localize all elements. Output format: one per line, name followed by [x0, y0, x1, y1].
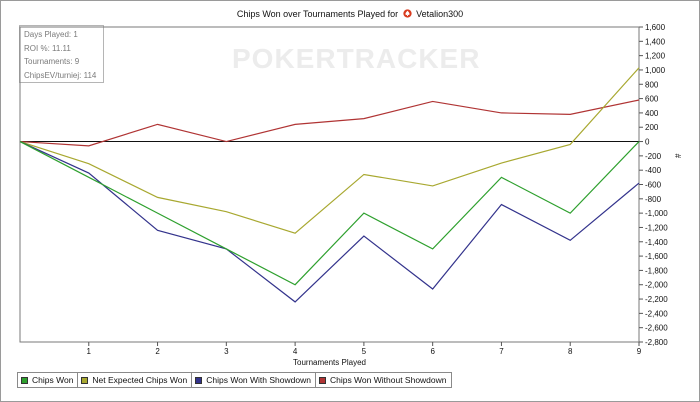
x-axis-label: Tournaments Played	[293, 358, 366, 367]
y-tick-label: 1,400	[645, 37, 666, 46]
y-tick-label: -200	[645, 152, 662, 161]
y-tick-label: 1,200	[645, 52, 666, 61]
pokertracker-spade-icon	[402, 9, 412, 18]
x-tick-label: 9	[637, 347, 642, 356]
legend-item-without-showdown[interactable]: Chips Won Without Showdown	[315, 372, 452, 388]
y-tick-label: -400	[645, 166, 662, 175]
legend-swatch-olive	[81, 376, 89, 384]
legend-swatch-red	[318, 376, 326, 384]
x-tick-label: 2	[155, 347, 160, 356]
x-tick-label: 4	[293, 347, 298, 356]
x-tick-label: 3	[224, 347, 229, 356]
y-tick-label: -2,800	[645, 338, 668, 347]
legend-item-net-expected[interactable]: Net Expected Chips Won	[78, 372, 193, 388]
y-tick-label: 400	[645, 109, 659, 118]
stat-roi: ROI %: 11.11	[24, 43, 71, 53]
y-tick-label: 600	[645, 95, 659, 104]
series-line-net-expected-chips-won	[19, 67, 640, 234]
legend-item-with-showdown[interactable]: Chips Won With Showdown	[192, 372, 316, 388]
y-tick-label: -600	[645, 181, 662, 190]
series-line-chips-won	[19, 141, 640, 286]
y-tick-label: 1,000	[645, 66, 666, 75]
chart-title: Chips Won over Tournaments Played for Ve…	[0, 9, 700, 19]
y-tick-label: -2,200	[645, 295, 668, 304]
x-tick-label: 6	[430, 347, 435, 356]
chart-title-text: Chips Won over Tournaments Played for	[236, 9, 399, 19]
stat-tournaments: Tournaments: 9	[24, 57, 80, 66]
legend-swatch-blue	[195, 376, 203, 384]
y-tick-label: -1,800	[645, 266, 668, 275]
series-line-chips-won-with-showdown	[19, 140, 640, 303]
y-tick-label: 800	[645, 80, 659, 89]
y-tick-label: -800	[645, 195, 662, 204]
y-tick-label: -2,000	[645, 281, 668, 290]
x-tick-label: 1	[87, 347, 92, 356]
y-tick-label: -2,600	[645, 324, 668, 333]
legend-item-chips-won[interactable]: Chips Won	[17, 372, 79, 388]
player-name: Vetalion300	[416, 9, 464, 19]
stat-chipsev: ChipsEV/turniej: 114	[24, 70, 97, 80]
pokertracker-watermark: POKERTRACKER	[232, 43, 481, 74]
stats-box: Days Played: 1 ROI %: 11.11 Tournaments:…	[19, 25, 104, 83]
legend-swatch-green	[21, 376, 28, 384]
y-axis-label: #	[673, 154, 682, 159]
x-tick-label: 5	[362, 347, 367, 356]
series-line-chips-won-without-showdown	[19, 99, 640, 147]
y-tick-label: -1,600	[645, 252, 668, 261]
chart-legend: Chips Won Net Expected Chips Won Chips W…	[17, 372, 452, 388]
stat-days-played: Days Played: 1	[24, 30, 78, 39]
y-tick-label: 1,600	[645, 23, 666, 32]
x-tick-label: 7	[499, 347, 504, 356]
y-tick-label: -1,200	[645, 223, 668, 232]
y-tick-label: -1,000	[645, 209, 668, 218]
y-tick-label: 200	[645, 123, 659, 132]
x-tick-label: 8	[568, 347, 573, 356]
y-tick-label: -2,400	[645, 309, 668, 318]
y-tick-label: 0	[645, 138, 650, 147]
plot-area	[19, 26, 640, 343]
y-tick-label: -1,400	[645, 238, 668, 247]
